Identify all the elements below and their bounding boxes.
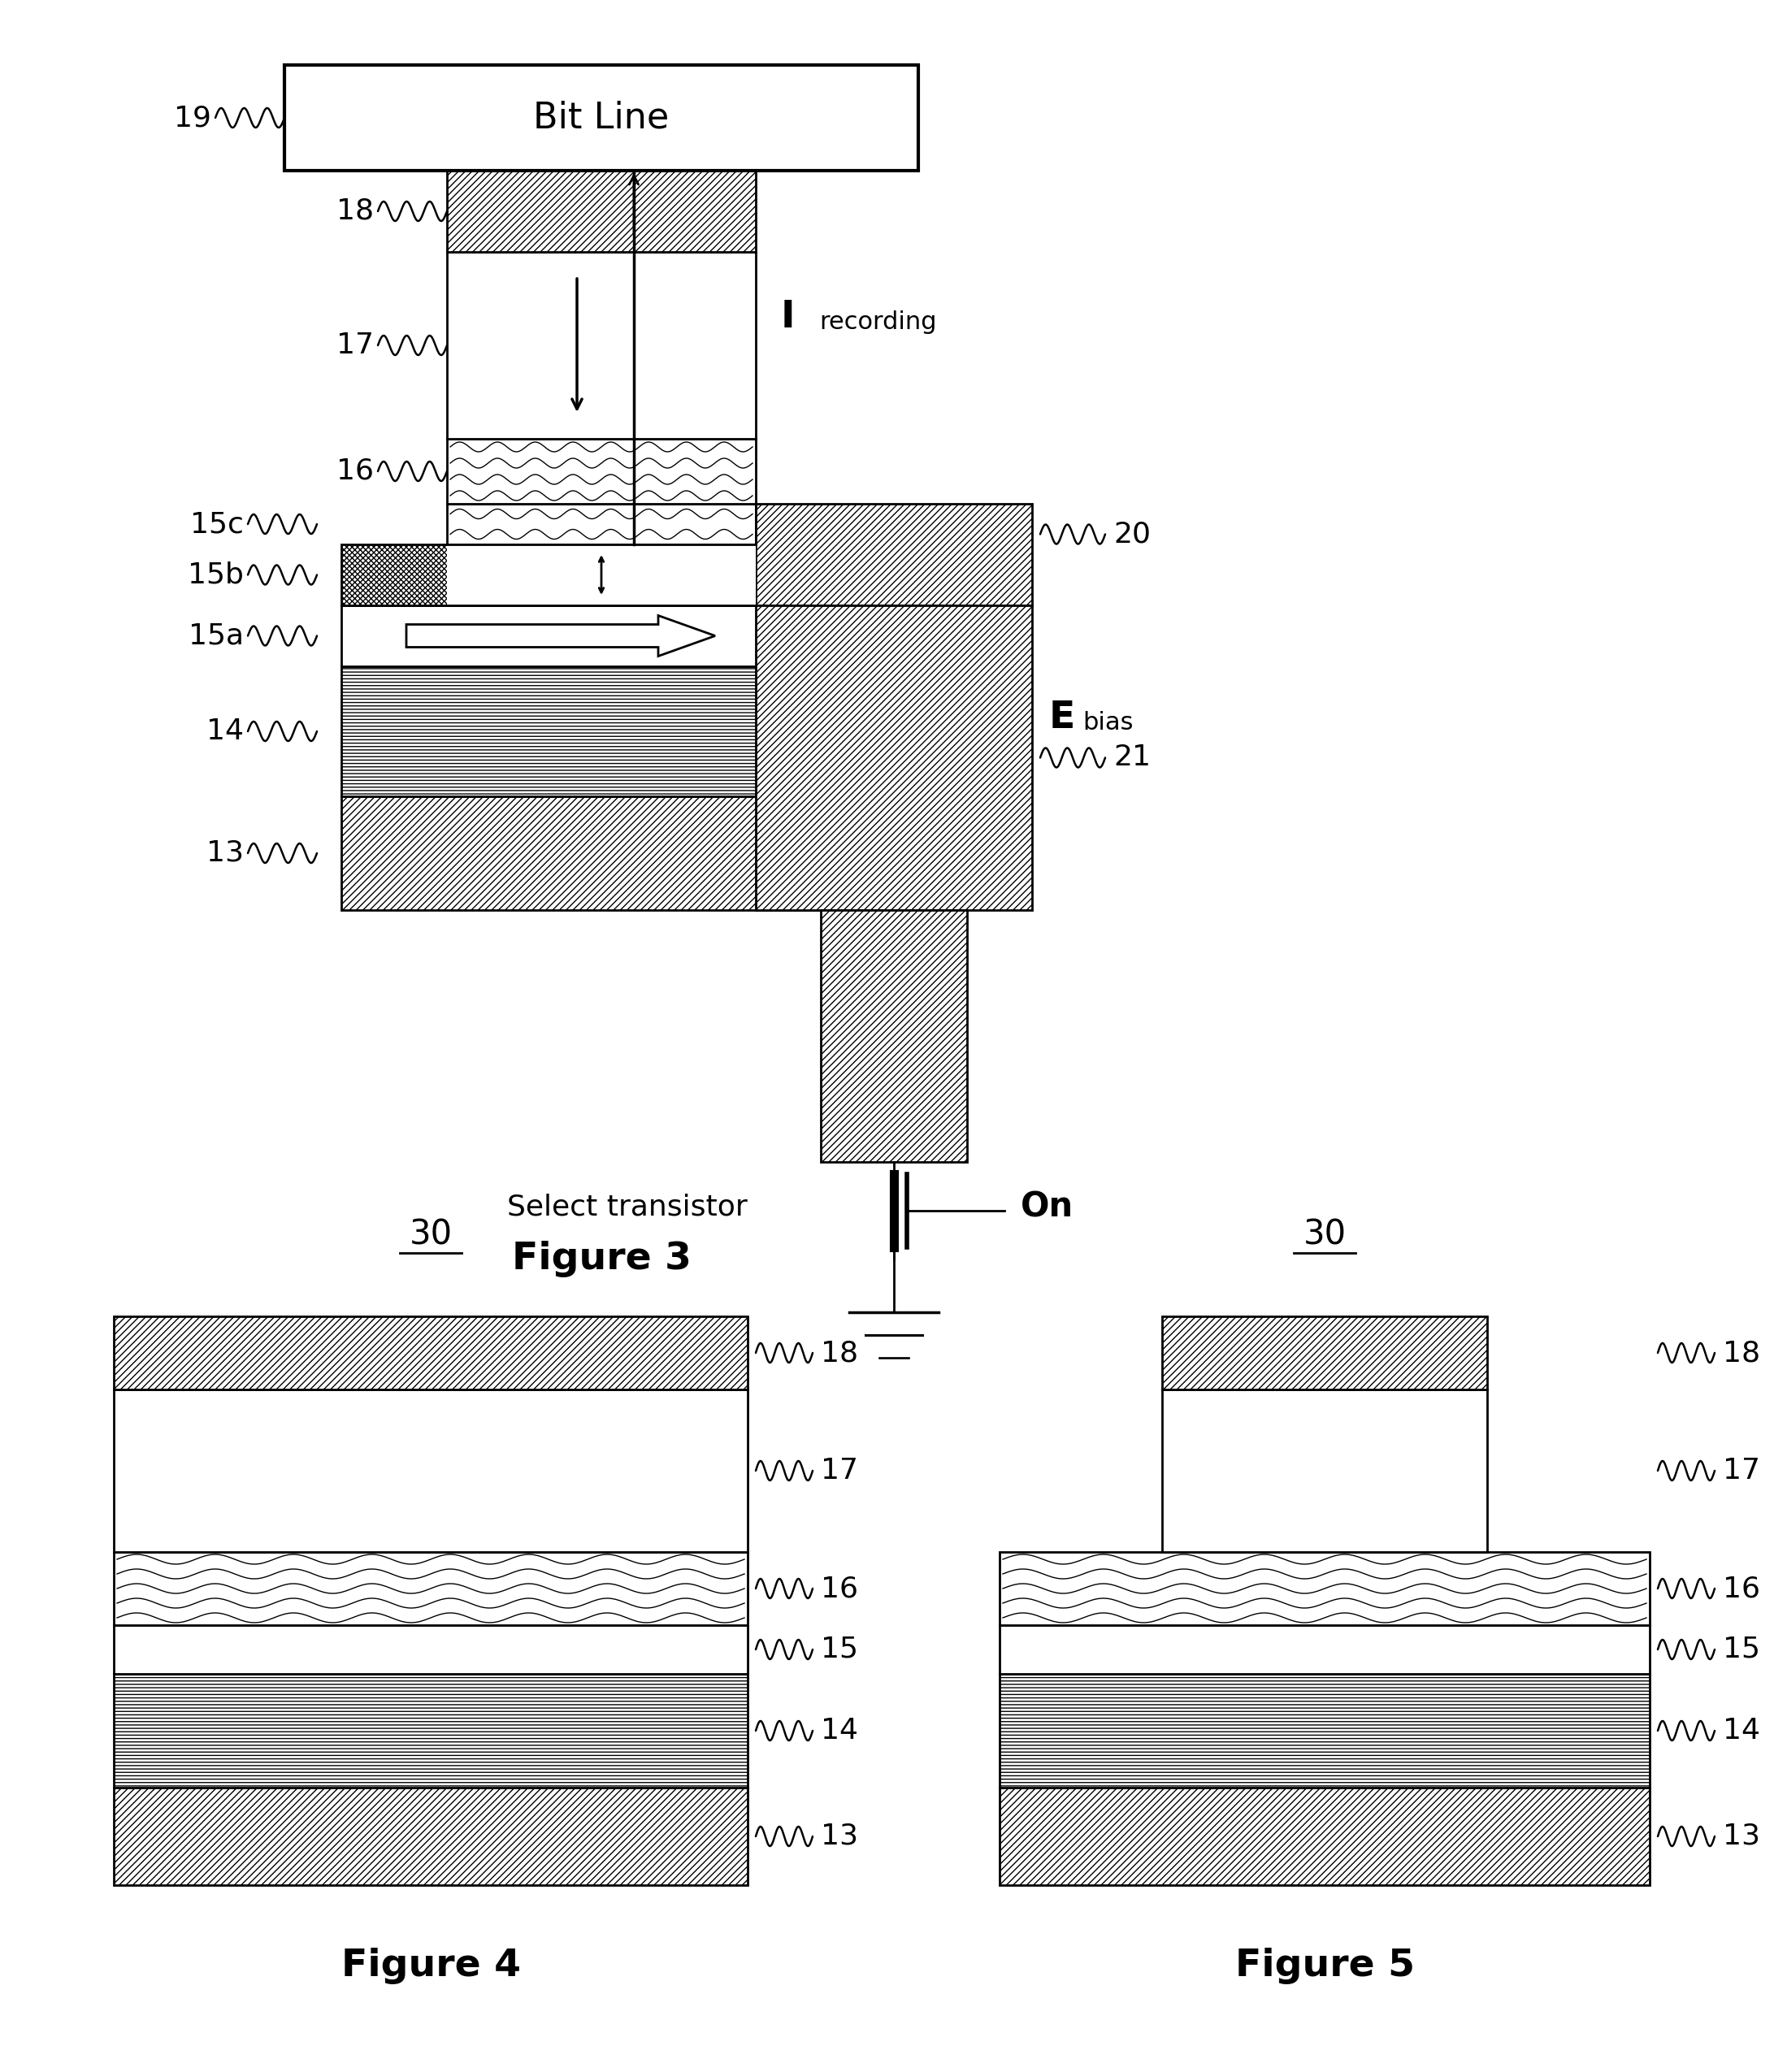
Text: 15b: 15b bbox=[188, 562, 243, 588]
Text: 16: 16 bbox=[1723, 1575, 1760, 1602]
Text: 15c: 15c bbox=[190, 510, 243, 539]
Text: Select transistor: Select transistor bbox=[507, 1193, 747, 1220]
Text: 18: 18 bbox=[1723, 1339, 1760, 1368]
Text: 21: 21 bbox=[1114, 744, 1151, 771]
Bar bbox=[341, 796, 844, 910]
Text: 15: 15 bbox=[1723, 1635, 1760, 1664]
Bar bbox=[999, 1674, 1650, 1788]
Bar bbox=[447, 439, 756, 503]
Text: Figure 3: Figure 3 bbox=[511, 1241, 692, 1278]
Text: 13: 13 bbox=[206, 839, 243, 866]
Bar bbox=[114, 1788, 747, 1886]
Bar bbox=[284, 64, 919, 170]
Text: 30: 30 bbox=[1304, 1216, 1346, 1251]
Text: 20: 20 bbox=[1114, 520, 1151, 549]
Text: 18: 18 bbox=[337, 197, 374, 226]
Text: bias: bias bbox=[1082, 711, 1134, 736]
Bar bbox=[341, 667, 844, 796]
Text: 13: 13 bbox=[821, 1823, 859, 1850]
Text: 14: 14 bbox=[1723, 1718, 1760, 1745]
Text: $\mathbf{I}$: $\mathbf{I}$ bbox=[781, 298, 793, 336]
Bar bbox=[447, 503, 756, 545]
Text: Figure 5: Figure 5 bbox=[1235, 1948, 1414, 1985]
Text: Figure 4: Figure 4 bbox=[341, 1948, 520, 1985]
Text: 14: 14 bbox=[821, 1718, 859, 1745]
Bar bbox=[1162, 1316, 1487, 1390]
Text: 13: 13 bbox=[1723, 1823, 1760, 1850]
Text: 17: 17 bbox=[821, 1457, 859, 1484]
Text: 19: 19 bbox=[174, 104, 211, 133]
Text: 30: 30 bbox=[410, 1216, 452, 1251]
Text: Bit Line: Bit Line bbox=[534, 99, 669, 135]
Text: 14: 14 bbox=[206, 717, 243, 746]
Bar bbox=[999, 1788, 1650, 1886]
Bar bbox=[756, 503, 1032, 605]
Text: On: On bbox=[1020, 1189, 1073, 1225]
Text: 15a: 15a bbox=[188, 622, 243, 651]
Bar bbox=[114, 1316, 747, 1390]
Bar bbox=[999, 1624, 1650, 1674]
Bar bbox=[114, 1674, 747, 1788]
Bar bbox=[756, 605, 1032, 910]
Bar bbox=[447, 170, 756, 253]
Text: 16: 16 bbox=[337, 458, 374, 485]
FancyArrow shape bbox=[406, 615, 715, 657]
Text: 17: 17 bbox=[337, 332, 374, 358]
Bar bbox=[341, 545, 844, 605]
Bar bbox=[114, 1390, 747, 1552]
Bar bbox=[341, 605, 844, 667]
Text: recording: recording bbox=[820, 311, 937, 334]
Text: 16: 16 bbox=[821, 1575, 859, 1602]
Bar bbox=[1162, 1390, 1487, 1552]
Bar bbox=[821, 910, 967, 1162]
Text: $\mathbf{E}$: $\mathbf{E}$ bbox=[1048, 700, 1073, 736]
Bar bbox=[447, 253, 756, 439]
Text: 15: 15 bbox=[821, 1635, 859, 1664]
Bar bbox=[999, 1552, 1650, 1624]
Text: 18: 18 bbox=[821, 1339, 859, 1368]
Text: 17: 17 bbox=[1723, 1457, 1760, 1484]
Bar bbox=[114, 1552, 747, 1624]
Bar bbox=[447, 545, 756, 605]
Bar bbox=[114, 1624, 747, 1674]
